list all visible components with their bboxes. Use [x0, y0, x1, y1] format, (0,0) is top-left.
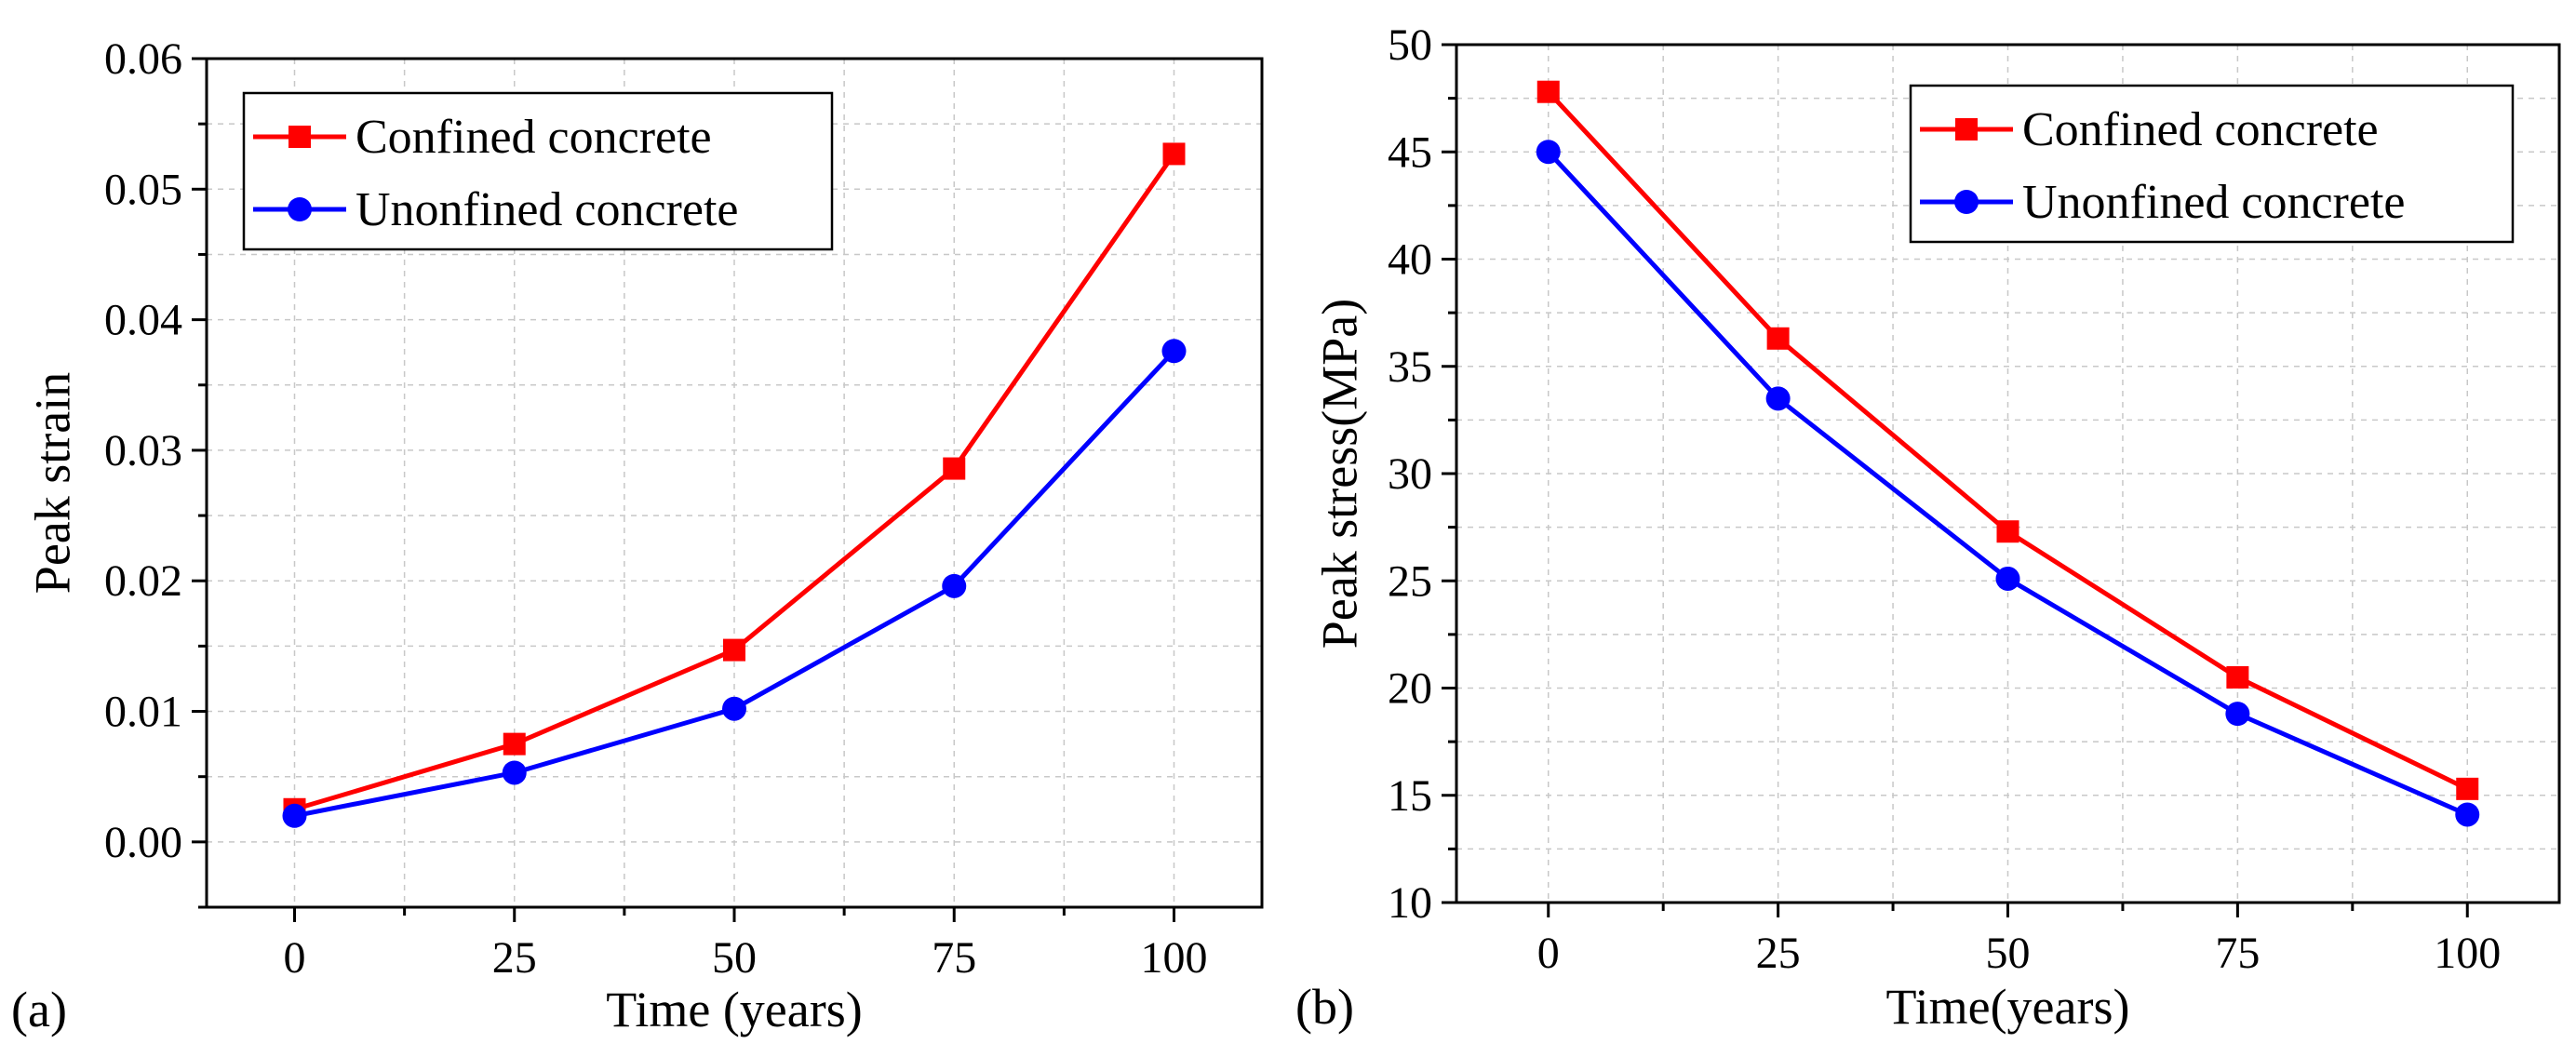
y-axis-label: Peak strain [24, 372, 80, 594]
y-tick-label: 0.03 [104, 426, 182, 475]
data-point-unconfined [722, 696, 746, 721]
x-axis-label: Time (years) [606, 982, 862, 1037]
data-point-unconfined [282, 803, 307, 828]
y-tick-label: 30 [1388, 449, 1432, 499]
data-point-confined [1162, 142, 1186, 166]
legend-label-unconfined: Unonfined concrete [356, 183, 738, 236]
legend-marker-unconfined [1954, 190, 1979, 214]
y-tick-label: 35 [1388, 342, 1432, 392]
x-tick-label: 75 [932, 933, 976, 983]
y-tick-label: 0.05 [104, 165, 182, 214]
x-tick-label: 0 [1537, 929, 1560, 978]
data-point-unconfined [2225, 702, 2250, 727]
legend-marker-confined [288, 126, 311, 148]
y-tick-label: 0.06 [104, 34, 182, 84]
legend-label-unconfined: Unonfined concrete [2022, 176, 2405, 229]
panel-a: 0 25 50 75 100 0.00 0.01 0.02 0.03 0.04 0.05 0.06 Ti… [11, 34, 1264, 1037]
legend-marker-confined [1955, 118, 1978, 140]
y-tick-label: 0.02 [104, 556, 182, 606]
data-point-confined [1766, 327, 1790, 350]
y-tick-label: 45 [1388, 127, 1432, 177]
data-point-unconfined [1765, 386, 1791, 411]
y-tick-label: 20 [1388, 664, 1432, 714]
data-point-unconfined [1161, 339, 1187, 364]
x-tick-label: 0 [284, 933, 306, 983]
panel-label: (b) [1295, 979, 1354, 1035]
data-point-confined [1996, 520, 2019, 543]
x-tick-label: 100 [1141, 933, 1208, 983]
x-tick-label: 25 [1756, 929, 1801, 978]
y-tick-label: 40 [1388, 235, 1432, 285]
x-tick-label: 50 [1986, 929, 2031, 978]
y-tick-label: 0.00 [104, 818, 182, 867]
data-point-unconfined [502, 760, 527, 785]
panel-b: 0 25 50 75 100101520253035404550Time(years)P… [1295, 20, 2561, 1035]
y-tick-label: 0.04 [104, 296, 182, 345]
y-tick-label: 10 [1388, 878, 1432, 928]
x-axis-label: Time(years) [1886, 979, 2130, 1035]
y-tick-label: 0.01 [104, 688, 182, 737]
x-tick-label: 75 [2215, 929, 2260, 978]
data-point-confined [503, 732, 526, 756]
y-axis-label: Peak stress(MPa) [1311, 299, 1367, 649]
y-tick-label: 15 [1388, 771, 1432, 821]
y-tick-label: 50 [1388, 20, 1432, 70]
data-point-unconfined [1536, 140, 1561, 165]
legend-box [242, 91, 834, 251]
data-point-unconfined [2455, 802, 2480, 827]
x-tick-label: 25 [492, 933, 537, 983]
y-tick-label: 25 [1388, 556, 1432, 606]
data-point-confined [2226, 665, 2249, 689]
data-point-unconfined [1995, 566, 2020, 591]
data-point-confined [1536, 80, 1560, 103]
data-point-confined [2456, 777, 2479, 800]
legend-label-confined: Confined concrete [356, 111, 712, 164]
legend-box [1909, 84, 2515, 244]
x-tick-label: 100 [2434, 929, 2501, 978]
x-tick-label: 50 [712, 933, 757, 983]
panel-label: (a) [11, 982, 67, 1037]
legend-label-confined: Confined concrete [2022, 103, 2379, 156]
data-point-confined [943, 457, 966, 480]
data-point-confined [723, 638, 745, 662]
legend-marker-unconfined [288, 197, 312, 221]
data-point-unconfined [942, 573, 967, 598]
